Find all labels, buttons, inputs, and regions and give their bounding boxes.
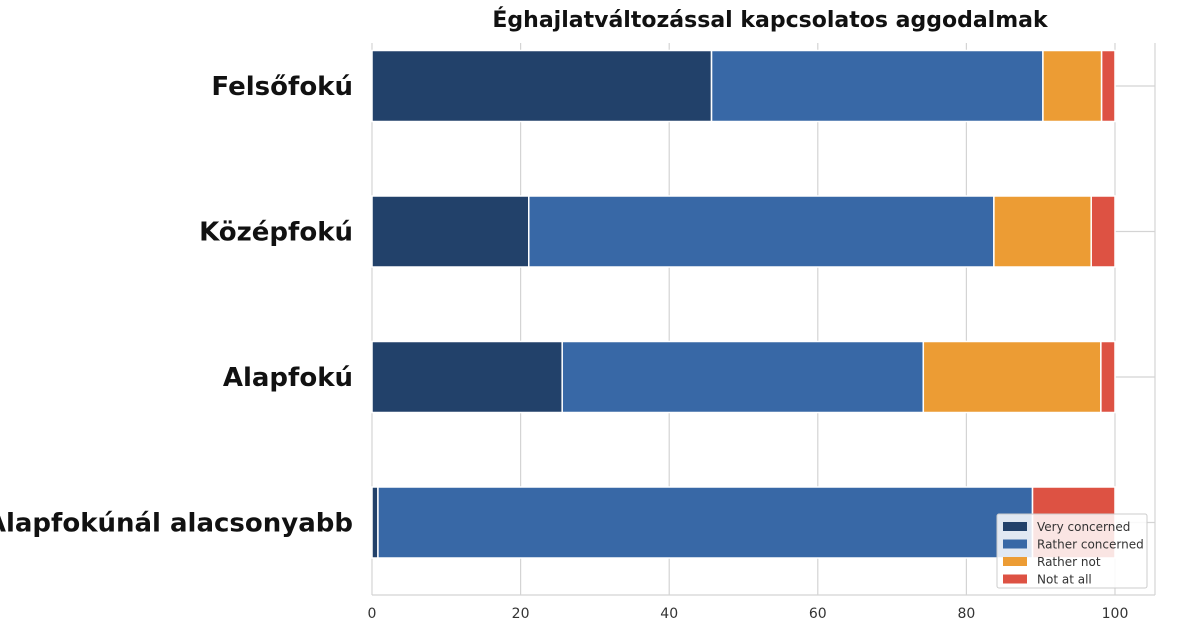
x-tick-label: 100 bbox=[1102, 606, 1129, 622]
x-tick-label: 80 bbox=[957, 606, 975, 622]
legend-label: Very concerned bbox=[1037, 520, 1130, 534]
category-labels: Felsőfokú Középfokú Alapfokú Alapfokúnál al… bbox=[0, 72, 353, 539]
bar-segment bbox=[371, 486, 379, 559]
chart-title: Éghajlatváltozással kapcsolatos aggodalm… bbox=[492, 7, 1049, 33]
bar-segment bbox=[371, 49, 713, 123]
x-tick-label: 40 bbox=[660, 606, 678, 622]
legend-label: Not at all bbox=[1037, 573, 1092, 587]
legend-box bbox=[996, 513, 1148, 589]
bar-segment bbox=[710, 49, 1044, 123]
legend-swatch bbox=[1003, 539, 1027, 549]
bar-segment bbox=[561, 340, 925, 414]
bar-segment bbox=[1100, 49, 1116, 123]
legend-swatch bbox=[1003, 522, 1027, 531]
category-label: Alapfokú bbox=[223, 363, 353, 393]
x-axis-ticks: 0 20 40 60 80 100 bbox=[368, 606, 1129, 622]
legend-label: Rather not bbox=[1037, 555, 1101, 569]
bar-segment bbox=[1090, 195, 1116, 268]
bars bbox=[371, 49, 1116, 559]
x-tick-label: 20 bbox=[512, 606, 530, 622]
category-label: Felsőfokú bbox=[211, 72, 353, 102]
legend-swatch bbox=[1003, 557, 1027, 566]
bar-segment bbox=[922, 340, 1102, 414]
bar-segment bbox=[993, 195, 1092, 268]
x-tick-label: 0 bbox=[368, 606, 377, 622]
x-tick-label: 60 bbox=[809, 606, 827, 622]
bar-segment bbox=[371, 195, 530, 268]
legend: Very concerned Rather concerned Rather not… bbox=[996, 513, 1148, 589]
bar-segment bbox=[528, 195, 995, 268]
bar-segment bbox=[371, 340, 563, 414]
legend-label: Rather concerned bbox=[1037, 538, 1144, 552]
bar-segment bbox=[1100, 340, 1116, 414]
legend-swatch bbox=[1003, 574, 1027, 584]
category-label: Alapfokúnál alacsonyabb bbox=[0, 509, 353, 539]
bar-segment bbox=[1042, 49, 1103, 123]
category-label: Középfokú bbox=[199, 218, 353, 248]
bar-segment bbox=[377, 486, 1034, 559]
